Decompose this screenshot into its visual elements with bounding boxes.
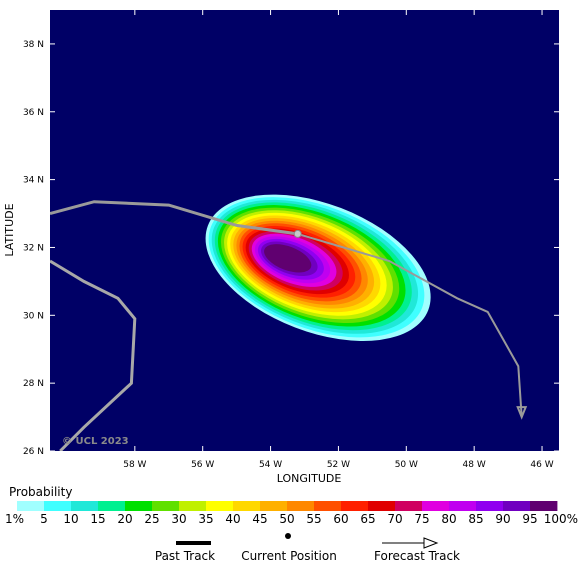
colorbar-tick-label: 5 [40, 512, 48, 526]
probability-contours [205, 194, 431, 341]
forecast-arrow-legend-icon [423, 537, 439, 549]
colorbar-tick-label: 15 [90, 512, 105, 526]
colorbar-segment [476, 501, 504, 511]
current-position-marker [293, 229, 302, 238]
colorbar-segment [179, 501, 207, 511]
colorbar-tick-label: 95 [522, 512, 537, 526]
lat-tick-label: 26 N [23, 447, 44, 457]
past-track-line [50, 200, 298, 236]
colorbar-tick-label: 45 [252, 512, 267, 526]
lat-tick-label: 30 N [23, 311, 44, 321]
colorbar-tick-label: 30 [171, 512, 186, 526]
probability-contour-19 [264, 244, 312, 273]
colorbar-tick-label: 85 [468, 512, 483, 526]
other-storm-track [50, 259, 137, 451]
colorbar-segment [71, 501, 99, 511]
colorbar-tick-label: 35 [198, 512, 213, 526]
forecast-track-line [297, 232, 523, 418]
colorbar-tick-label: 10 [63, 512, 78, 526]
lat-tick-label: 36 N [23, 108, 44, 118]
forecast-track-legend-label: Forecast Track [374, 549, 460, 563]
track-layer [50, 200, 528, 451]
lon-tick-label: 54 W [259, 460, 282, 470]
colorbar-segment [287, 501, 315, 511]
colorbar-tick-label: 40 [225, 512, 240, 526]
lat-tick-label: 34 N [23, 176, 44, 186]
copyright-text: © UCL 2023 [62, 436, 129, 447]
colorbar-tick-label: 25 [144, 512, 159, 526]
colorbar-segment [341, 501, 369, 511]
colorbar-segment [233, 501, 261, 511]
lon-tick-label: 56 W [191, 460, 214, 470]
lat-tick-label: 32 N [23, 243, 44, 253]
colorbar-segment [44, 501, 72, 511]
colorbar-segment [503, 501, 531, 511]
colorbar-segment [314, 501, 342, 511]
lon-tick-label: 48 W [463, 460, 486, 470]
colorbar-tick-label: 60 [333, 512, 348, 526]
colorbar-tick-label: 55 [306, 512, 321, 526]
colorbar-tick-label: 1% [5, 512, 24, 526]
track-legend: Past Track Current Position Forecast Tra… [155, 533, 460, 563]
y-axis-title: LATITUDE [3, 203, 16, 256]
colorbar-title: Probability [9, 485, 72, 499]
colorbar-segment [449, 501, 477, 511]
lon-tick-label: 50 W [395, 460, 418, 470]
colorbar-tick-label: 90 [495, 512, 510, 526]
colorbar-tick-label: 50 [279, 512, 294, 526]
x-axis-title: LONGITUDE [277, 472, 342, 485]
current-position-legend-label: Current Position [241, 549, 337, 563]
colorbar-segment [395, 501, 423, 511]
lon-tick-label: 52 W [327, 460, 350, 470]
colorbar-segment [368, 501, 396, 511]
axis-ticks: 58 W 56 W 54 W 52 W 50 W 48 W 46 W 26 N 28 N 30 N… [23, 10, 559, 470]
lon-tick-label: 58 W [123, 460, 146, 470]
colorbar-tick-label: 75 [414, 512, 429, 526]
lon-tick-label: 46 W [530, 460, 553, 470]
colorbar-segment [422, 501, 450, 511]
current-position-legend-swatch [285, 533, 291, 539]
colorbar-segment [17, 501, 45, 511]
past-track-legend-label: Past Track [155, 549, 215, 563]
colorbar-segment [125, 501, 153, 511]
colorbar-segment [530, 501, 558, 511]
colorbar-tick-label: 65 [360, 512, 375, 526]
probability-colorbar: 1% 5 10 15 20 25 30 35 40 45 50 55 60 65 70 75 80 85 90 95 1… [5, 501, 578, 526]
colorbar-tick-label: 70 [387, 512, 402, 526]
lat-tick-label: 38 N [23, 40, 44, 50]
colorbar-tick-label: 100% [544, 512, 578, 526]
colorbar-tick-label: 20 [117, 512, 132, 526]
colorbar-tick-label: 80 [441, 512, 456, 526]
colorbar-segment [152, 501, 180, 511]
colorbar-segment [98, 501, 126, 511]
lat-tick-label: 28 N [23, 379, 44, 389]
colorbar-segment [206, 501, 234, 511]
forecast-arrowhead [516, 406, 528, 420]
colorbar-segment [260, 501, 288, 511]
